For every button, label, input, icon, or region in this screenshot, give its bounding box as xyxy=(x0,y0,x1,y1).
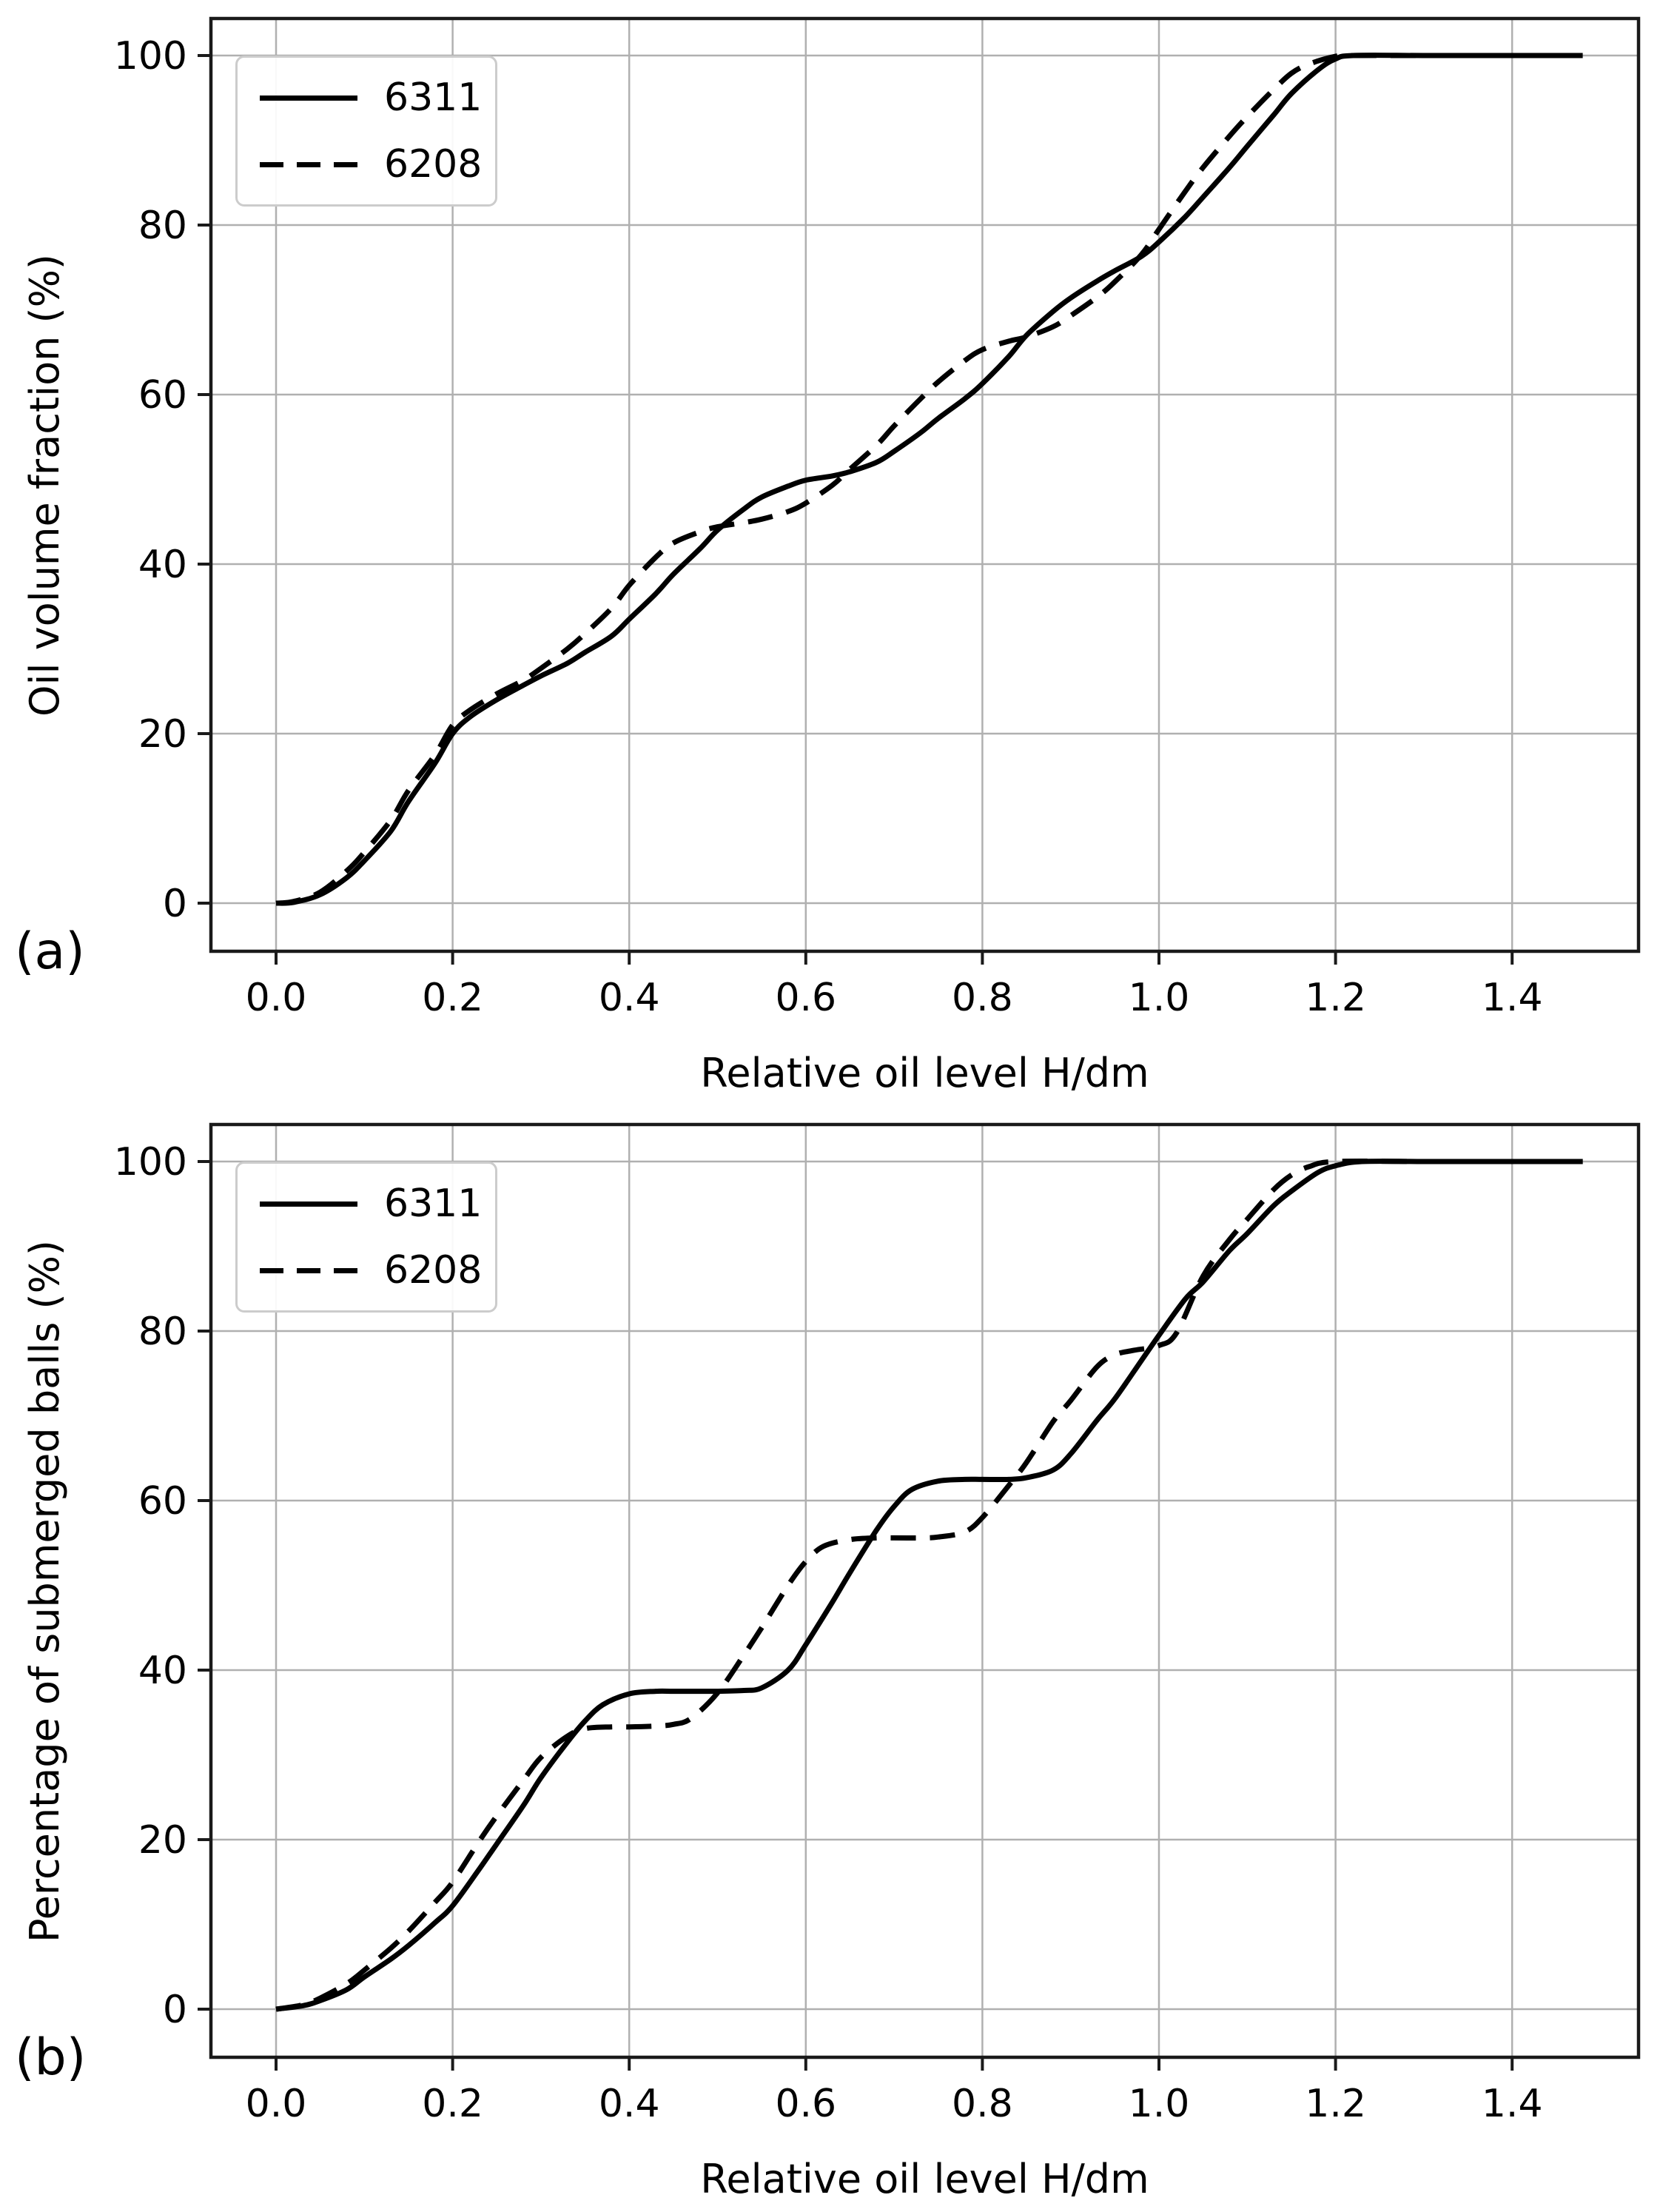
legend-entry: 6208 xyxy=(260,1251,482,1290)
y-tick-label: 0 xyxy=(163,1988,187,2032)
plot-area-b: 0.0 0.2 0.4 0.6 0.8 1.0 1.2 1.4 0 20 40 60 80 100 xyxy=(114,1122,1641,2126)
y-tick-label: 80 xyxy=(138,204,187,248)
series-curve-6208 xyxy=(275,1159,1583,2012)
x-tick-label: 1.0 xyxy=(1129,976,1190,1020)
x-tick-label: 1.4 xyxy=(1482,2082,1543,2126)
y-tick-label: 80 xyxy=(138,1310,187,1354)
x-tick-label: 0.0 xyxy=(246,2082,307,2126)
x-tick-label: 1.2 xyxy=(1305,976,1366,1020)
chart-b: 0.0 0.2 0.4 0.6 0.8 1.0 1.2 1.4 0 20 40 60 80 100 Per… xyxy=(0,1106,1660,2212)
x-tick-label: 0.6 xyxy=(775,2082,836,2126)
dashed-line-sample-icon xyxy=(260,1267,357,1273)
y-tick-label: 40 xyxy=(138,543,187,587)
series-curve-6311 xyxy=(275,53,1583,906)
x-tick-label: 1.4 xyxy=(1482,976,1543,1020)
x-tick-label: 1.0 xyxy=(1129,2082,1190,2126)
subplot-letter-a: (a) xyxy=(15,922,85,981)
legend-a: 6311 6208 xyxy=(235,56,497,207)
legend-label: 6311 xyxy=(384,76,483,120)
x-tick-label: 0.6 xyxy=(775,976,836,1020)
x-tick-label: 0.8 xyxy=(952,976,1013,1020)
subplot-letter-b: (b) xyxy=(15,2028,87,2087)
chart-a: 0.0 0.2 0.4 0.6 0.8 1.0 1.2 1.4 0 20 40 60 80 100 Oil… xyxy=(15,16,1641,1096)
legend-entry: 6208 xyxy=(260,145,482,184)
legend-label: 6311 xyxy=(384,1182,483,1226)
plot-area-a: 0.0 0.2 0.4 0.6 0.8 1.0 1.2 1.4 0 20 40 60 80 100 xyxy=(114,16,1641,1020)
x-tick-label: 0.2 xyxy=(422,976,483,1020)
x-tick-label: 1.2 xyxy=(1305,2082,1366,2126)
x-axis-label-a: Relative oil level H/dm xyxy=(700,1050,1149,1096)
x-tick-label: 0.4 xyxy=(599,2082,660,2126)
axes-frame xyxy=(209,1122,1641,2059)
series-curve-6208 xyxy=(275,53,1583,906)
x-tick-label: 0.8 xyxy=(952,2082,1013,2126)
solid-line-sample-icon xyxy=(260,1201,357,1207)
y-tick-label: 0 xyxy=(163,882,187,926)
y-tick-label: 40 xyxy=(138,1649,187,1693)
legend-b: 6311 6208 xyxy=(235,1162,497,1313)
y-tick-label: 100 xyxy=(114,34,187,78)
x-tick-label: 0.2 xyxy=(422,2082,483,2126)
y-tick-label: 20 xyxy=(138,1818,187,1863)
legend-entry: 6311 xyxy=(260,1184,482,1223)
legend-label: 6208 xyxy=(384,1248,483,1293)
y-tick-label: 100 xyxy=(114,1140,187,1184)
series-curve-6311 xyxy=(275,1159,1583,2012)
legend-label: 6208 xyxy=(384,142,483,187)
x-tick-label: 0.4 xyxy=(599,976,660,1020)
y-tick-label: 60 xyxy=(138,373,187,418)
y-tick-label: 20 xyxy=(138,712,187,757)
legend-entry: 6311 xyxy=(260,78,482,117)
x-axis-label-b: Relative oil level H/dm xyxy=(700,2156,1149,2202)
dashed-line-sample-icon xyxy=(260,161,357,167)
x-tick-label: 0.0 xyxy=(246,976,307,1020)
axes-frame xyxy=(209,16,1641,953)
solid-line-sample-icon xyxy=(260,95,357,101)
y-tick-label: 60 xyxy=(138,1479,187,1524)
